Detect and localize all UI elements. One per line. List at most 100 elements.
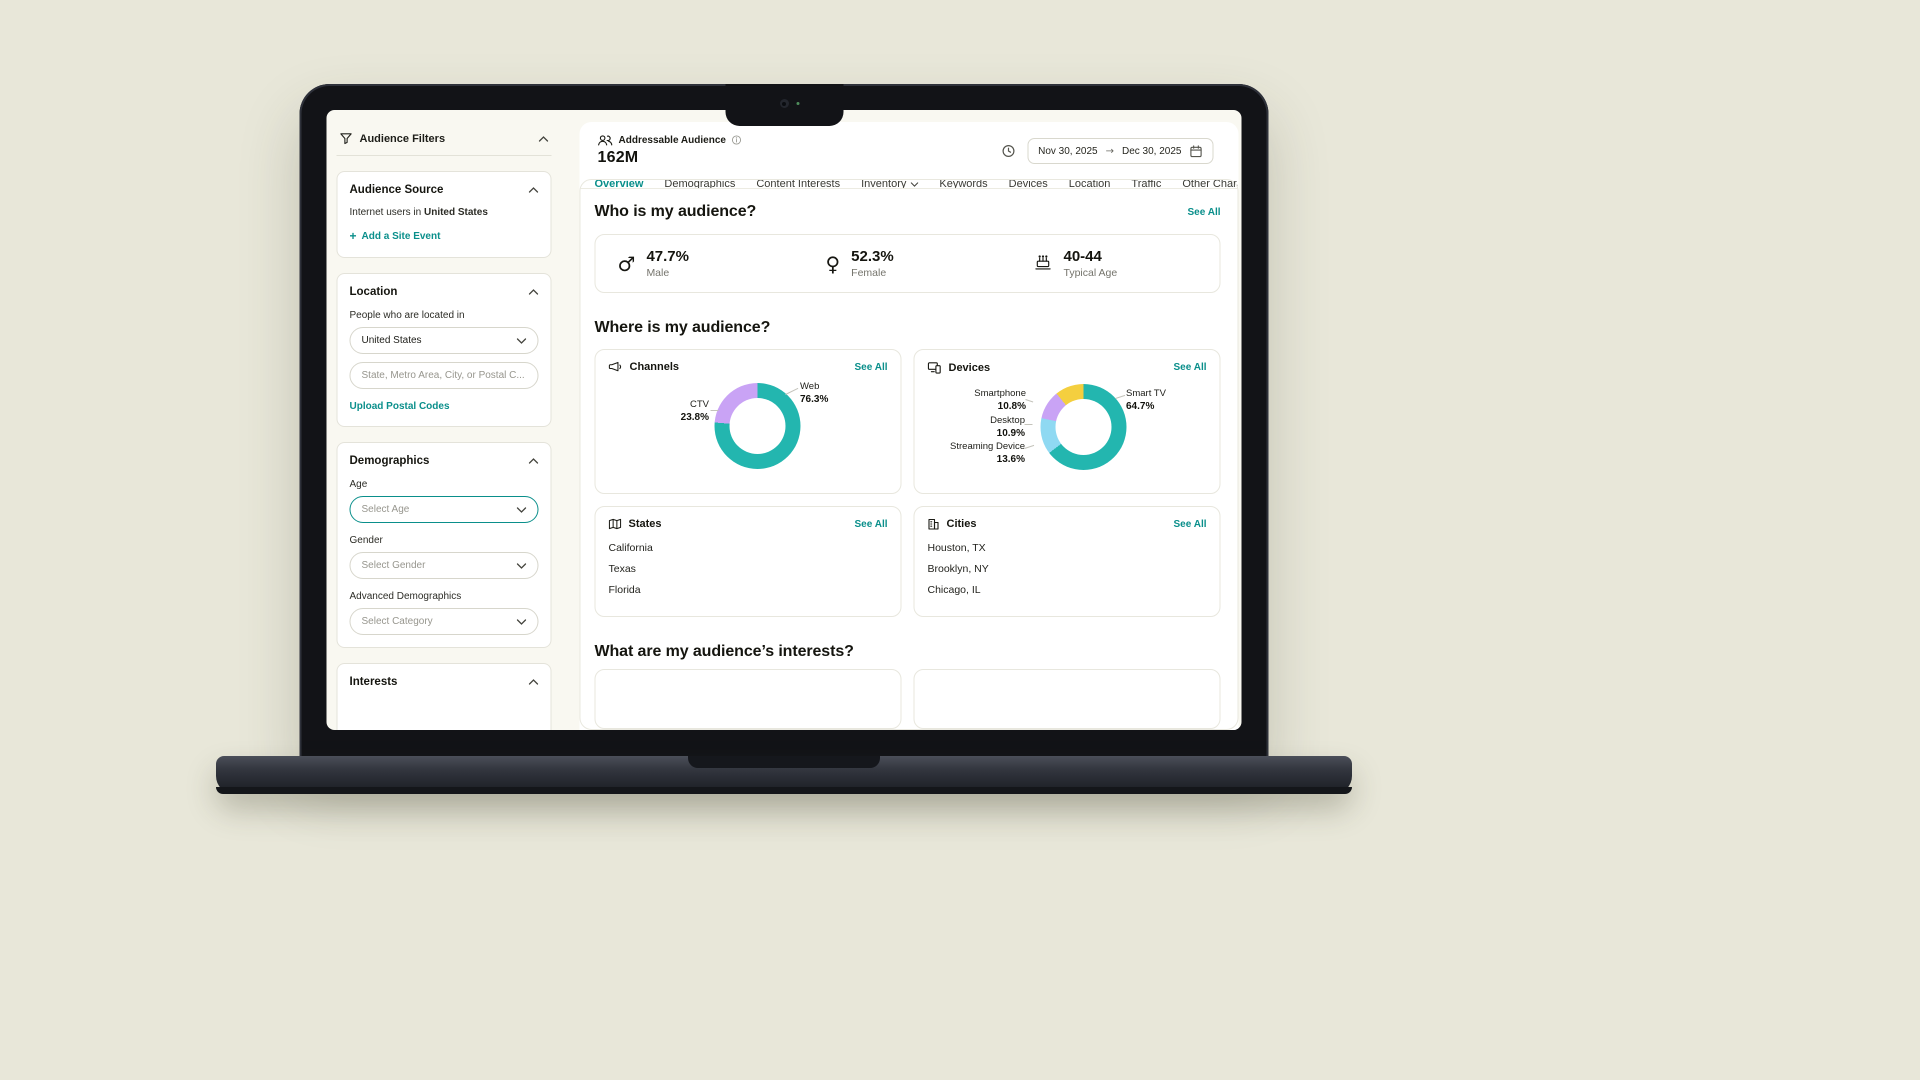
age-select[interactable]: Select Age: [349, 496, 539, 523]
list-item[interactable]: Florida: [608, 584, 641, 596]
chevron-up-icon[interactable]: [528, 679, 539, 685]
channels-title: Channels: [629, 361, 680, 373]
streaming-device-label: Streaming Device: [950, 441, 1025, 452]
chevron-up-icon[interactable]: [538, 135, 549, 142]
devices-chart: Smartphone 10.8% Smart TV 64.7% Desktop: [928, 374, 1207, 476]
date-range-picker[interactable]: Nov 30, 2025 → Dec 30, 2025: [1027, 138, 1214, 164]
list-item[interactable]: Brooklyn, NY: [927, 563, 989, 575]
devices-icon: [927, 361, 942, 374]
cities-list: Houston, TX Brooklyn, NY Chicago, IL: [928, 542, 1207, 596]
demographics-header[interactable]: Demographics: [350, 455, 539, 467]
states-see-all-link[interactable]: See All: [854, 518, 888, 530]
smartphone-label: Smartphone: [974, 388, 1026, 399]
audience-summary-header: Addressable Audience 162M Nov 30, 202: [580, 122, 1239, 179]
states-title: States: [628, 518, 662, 530]
region-search-input[interactable]: [349, 362, 539, 389]
location-section: Location People who are located in Unite…: [336, 273, 552, 427]
list-item[interactable]: Texas: [608, 563, 636, 575]
leader-line: [1114, 394, 1125, 399]
date-start: Nov 30, 2025: [1038, 145, 1098, 157]
filter-funnel-icon: [340, 132, 353, 145]
building-icon: [928, 518, 940, 530]
tab-content-interests[interactable]: Content Interests: [756, 180, 841, 189]
app-screen: Audience Filters Audience Source Interne…: [326, 110, 1242, 730]
sidebar-header[interactable]: Audience Filters: [336, 132, 552, 156]
addressable-audience-value: 162M: [597, 149, 639, 166]
tab-other-characteristics[interactable]: Other Characteristics: [1182, 180, 1237, 189]
arrow-right-icon: →: [1105, 145, 1114, 157]
tab-keywords[interactable]: Keywords: [939, 180, 988, 189]
list-item[interactable]: California: [608, 542, 653, 554]
leader-line: [710, 410, 718, 411]
devices-smarttv-label: Smart TV 64.7%: [1126, 388, 1166, 413]
tab-devices[interactable]: Devices: [1008, 180, 1048, 189]
female-label: Female: [851, 267, 887, 279]
audience-filters-sidebar: Audience Filters Audience Source Interne…: [327, 110, 552, 730]
date-end: Dec 30, 2025: [1122, 145, 1182, 157]
list-item[interactable]: Chicago, IL: [927, 584, 981, 596]
leader-line: [1023, 444, 1034, 449]
tab-inventory[interactable]: Inventory: [861, 180, 919, 188]
interests-section: Interests: [336, 663, 552, 730]
who-see-all-link[interactable]: See All: [1187, 206, 1221, 218]
date-controls: Nov 30, 2025 → Dec 30, 2025: [1001, 138, 1214, 164]
chevron-down-icon: [516, 618, 527, 625]
upload-postal-codes-link[interactable]: Upload Postal Codes: [349, 401, 450, 412]
tab-overview[interactable]: Overview: [595, 180, 644, 188]
audience-source-header[interactable]: Audience Source: [350, 184, 539, 196]
typical-age-label: Typical Age: [1063, 267, 1118, 279]
chevron-up-icon[interactable]: [528, 187, 539, 193]
cities-see-all-link[interactable]: See All: [1173, 518, 1207, 530]
audience-source-title: Audience Source: [349, 184, 444, 196]
leader-line: [1024, 424, 1032, 425]
gender-select[interactable]: Select Gender: [349, 552, 539, 579]
location-header[interactable]: Location: [350, 286, 539, 298]
channels-chart: Web 76.3% CTV 23.8%: [609, 373, 888, 475]
states-card: States See All California Texas Florida: [594, 506, 902, 617]
tab-demographics[interactable]: Demographics: [664, 180, 736, 189]
interests-header[interactable]: Interests: [350, 676, 539, 688]
chevron-up-icon[interactable]: [528, 458, 539, 464]
devices-title: Devices: [948, 361, 991, 374]
overview-content: Who is my audience? See All ♂ 47.7% Male: [581, 189, 1238, 729]
channels-see-all-link[interactable]: See All: [854, 361, 888, 373]
male-label: Male: [646, 267, 670, 279]
cake-icon: [1034, 253, 1053, 274]
demographics-section: Demographics Age Select Age Gender: [336, 442, 552, 648]
chevron-down-icon: [910, 181, 919, 187]
channels-ctv-label: CTV 23.8%: [681, 399, 709, 424]
cities-card: Cities See All Houston, TX Brooklyn, NY …: [913, 506, 1221, 617]
list-item[interactable]: Houston, TX: [927, 542, 986, 554]
chevron-down-icon: [516, 562, 527, 569]
tab-bar: Overview Demographics Content Interests …: [580, 180, 1238, 189]
tab-traffic[interactable]: Traffic: [1131, 180, 1162, 189]
age-label: Age: [349, 479, 368, 490]
streaming-device-value: 13.6%: [996, 454, 1025, 466]
gender-select-placeholder: Select Gender: [361, 560, 426, 571]
audience-source-description: Internet users in United States: [350, 207, 539, 218]
male-stat: ♂ 47.7% Male: [596, 248, 804, 279]
info-icon[interactable]: [732, 135, 742, 145]
channels-donut: [714, 383, 800, 469]
devices-see-all-link[interactable]: See All: [1173, 362, 1207, 373]
tab-location[interactable]: Location: [1068, 180, 1111, 189]
map-icon: [608, 518, 622, 530]
add-site-event-button[interactable]: + Add a Site Event: [350, 230, 441, 242]
country-select[interactable]: United States: [349, 327, 539, 354]
plus-icon: +: [349, 229, 357, 243]
channels-web-label: Web 76.3%: [800, 381, 828, 406]
states-list: California Texas Florida: [609, 542, 888, 596]
age-select-placeholder: Select Age: [361, 504, 410, 515]
chevron-up-icon[interactable]: [528, 289, 539, 295]
laptop-base: [216, 756, 1352, 794]
ctv-label: CTV: [690, 399, 709, 410]
gender-label: Gender: [349, 535, 383, 546]
smarttv-value: 64.7%: [1126, 401, 1155, 413]
channels-card: Channels See All Web 76.3%: [594, 349, 902, 494]
history-clock-icon[interactable]: [1001, 144, 1015, 158]
audience-overview-panel: Overview Demographics Content Interests …: [579, 179, 1239, 730]
country-select-value: United States: [361, 335, 422, 346]
advanced-demographics-select[interactable]: Select Category: [349, 608, 539, 635]
devices-smartphone-label: Smartphone 10.8%: [974, 388, 1026, 413]
laptop-lid-groove: [688, 756, 880, 768]
